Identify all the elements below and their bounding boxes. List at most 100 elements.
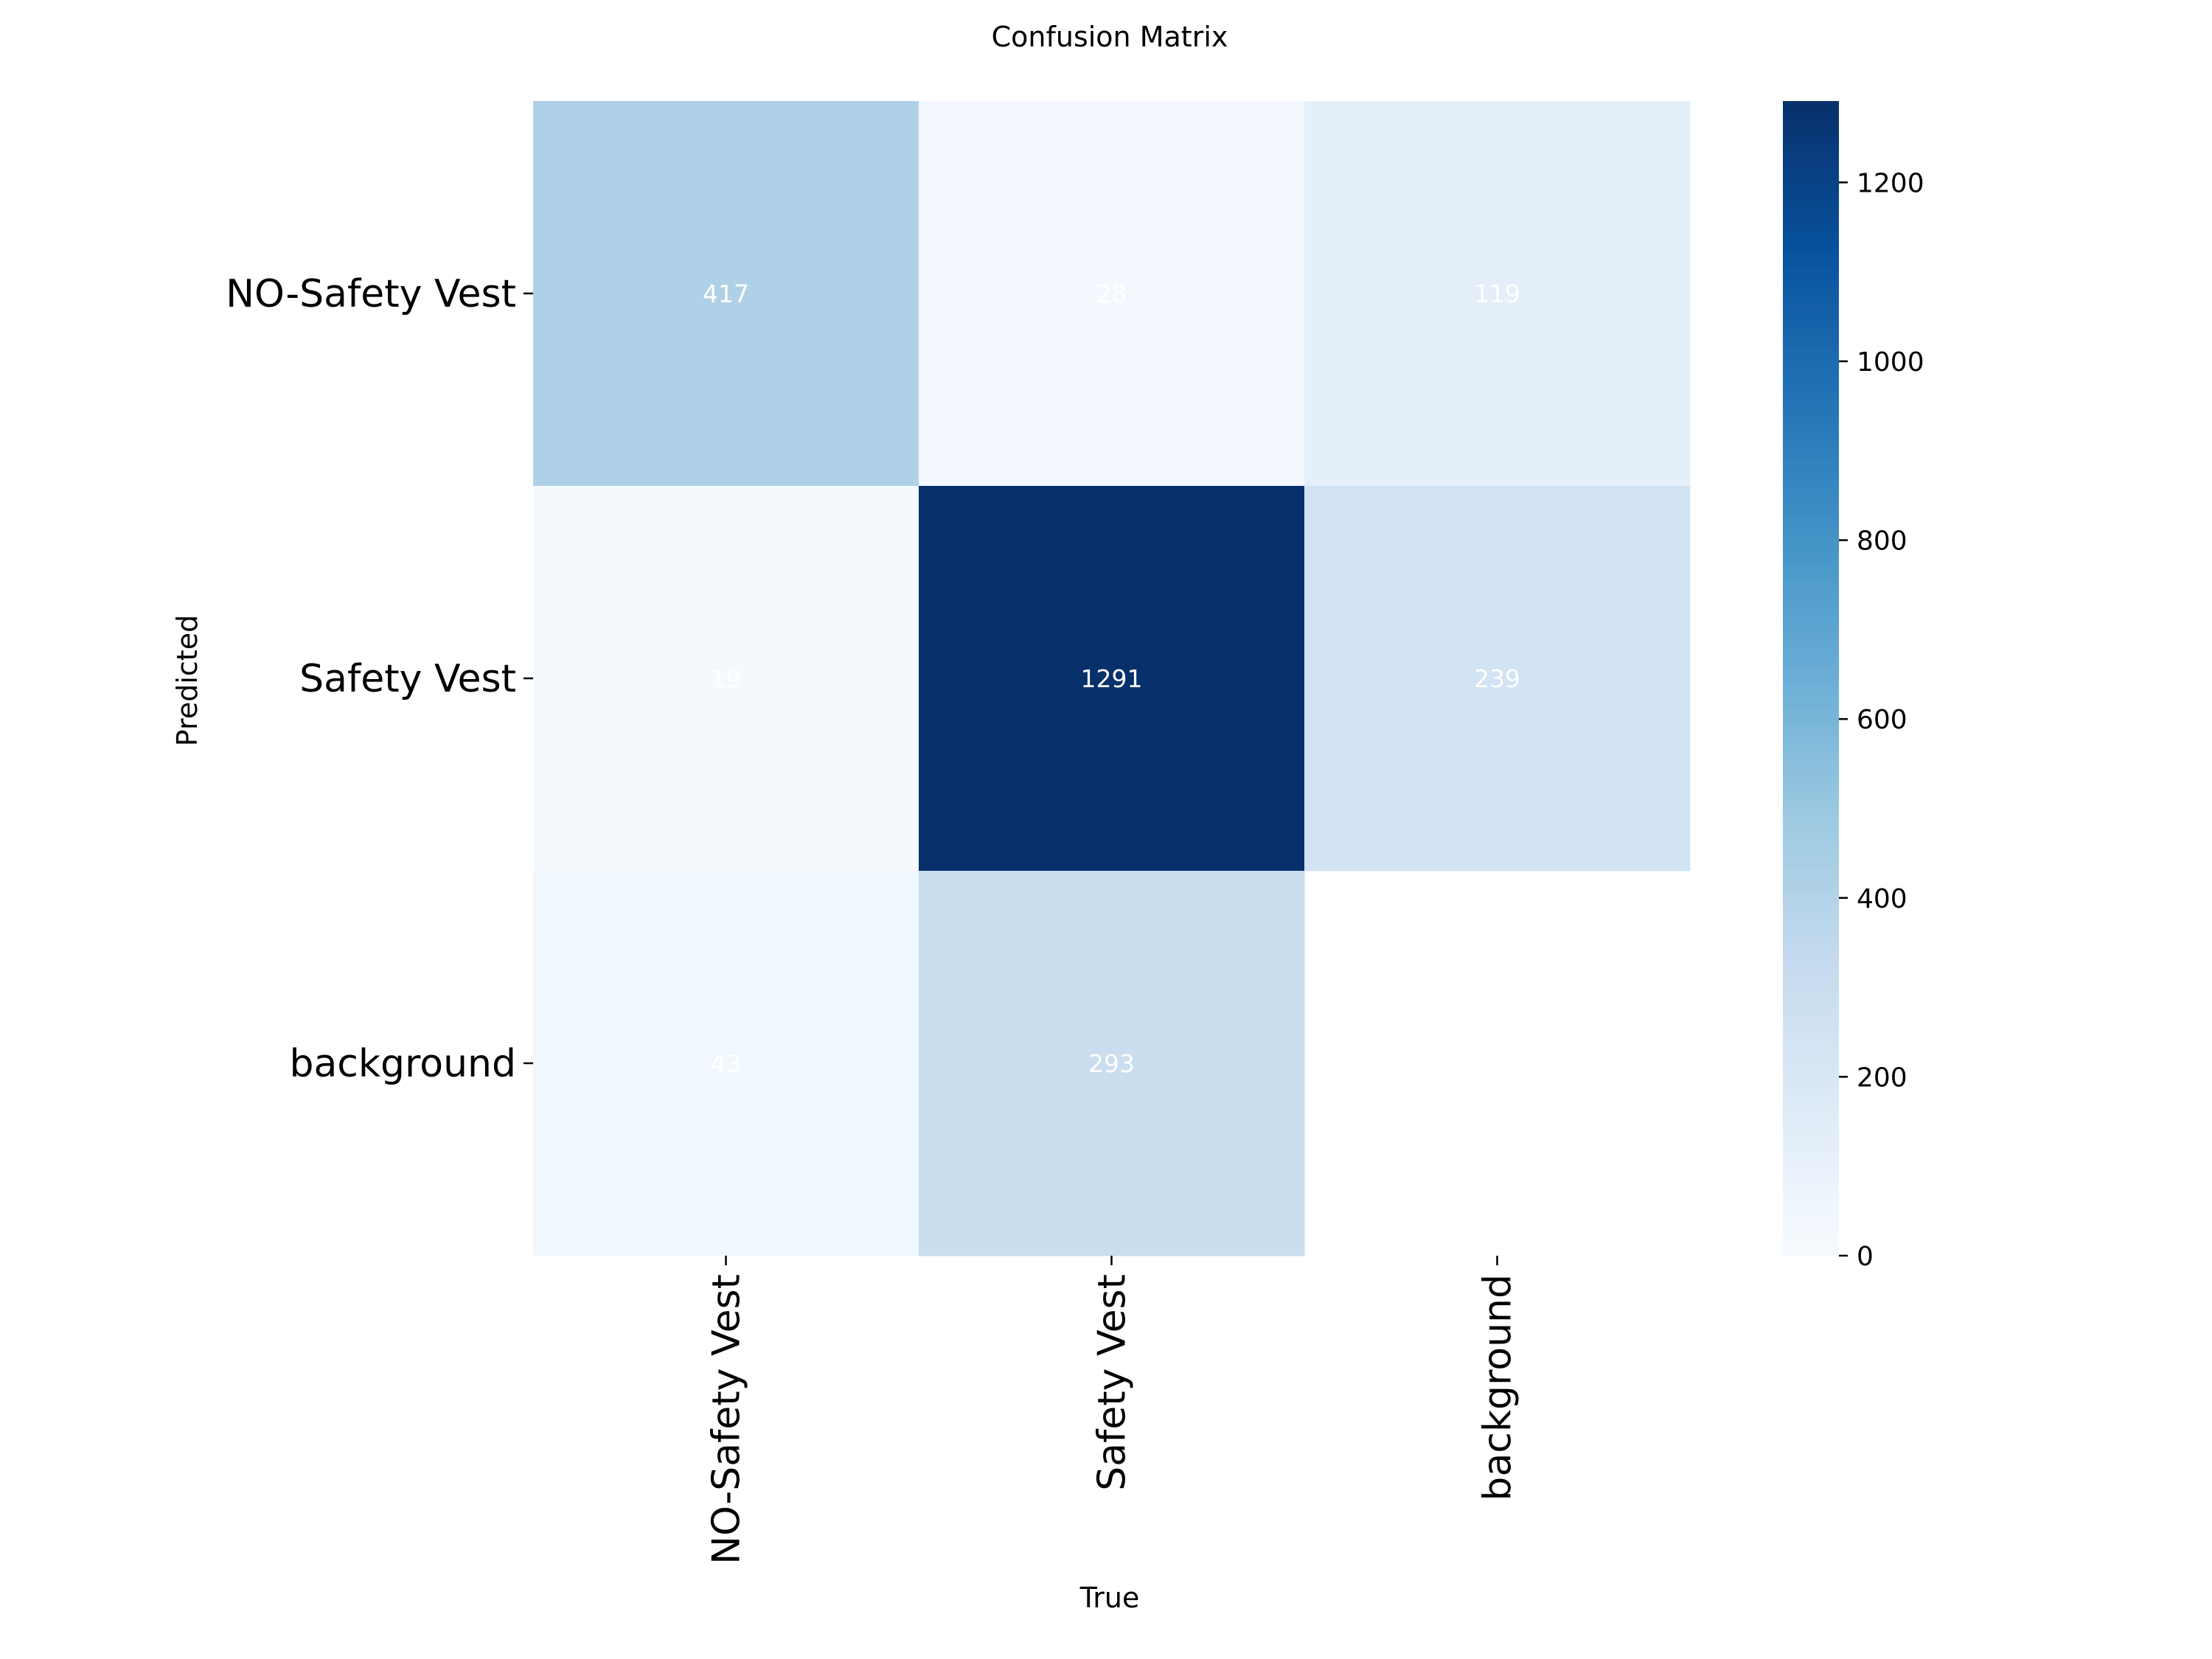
colorbar-segment	[1783, 147, 1839, 154]
colorbar-segment	[1783, 1065, 1839, 1072]
colorbar-segment	[1783, 395, 1839, 402]
colorbar-segment	[1783, 742, 1839, 748]
colorbar-segment	[1783, 257, 1839, 264]
colorbar-segment	[1783, 805, 1839, 812]
colorbar-segment	[1783, 701, 1839, 708]
colorbar-segment	[1783, 106, 1839, 114]
colorbar-segment	[1783, 649, 1839, 656]
colorbar-segment	[1783, 135, 1839, 142]
colorbar-segment	[1783, 297, 1839, 304]
colorbar-segment	[1783, 574, 1839, 581]
colorbar-segment	[1783, 920, 1839, 928]
colorbar-segment	[1783, 164, 1839, 171]
colorbar-segment	[1783, 204, 1839, 212]
colorbar-segment	[1783, 1024, 1839, 1032]
colorbar-segment	[1783, 239, 1839, 246]
colorbar-segment	[1783, 644, 1839, 650]
colorbar-segment	[1783, 436, 1839, 442]
colorbar-segment	[1783, 684, 1839, 691]
colorbar-segment	[1783, 1175, 1839, 1182]
y-tick-label: NO-Safety Vest	[226, 272, 516, 316]
colorbar-segment	[1783, 234, 1839, 240]
colorbar-segment	[1783, 141, 1839, 148]
heatmap-cells	[533, 101, 1691, 1256]
colorbar-tick-label: 200	[1857, 1062, 1907, 1093]
colorbar-segment	[1783, 1117, 1839, 1124]
colorbar-segment	[1783, 672, 1839, 679]
colorbar-segment	[1783, 944, 1839, 950]
colorbar-segment	[1783, 193, 1839, 200]
colorbar-segment	[1783, 1128, 1839, 1135]
colorbar-segment	[1783, 1186, 1839, 1193]
colorbar-segment	[1783, 1250, 1839, 1256]
x-tick-label: Safety Vest	[1091, 1274, 1135, 1491]
cell-value-label: 43	[711, 1049, 742, 1078]
colorbar-segment	[1783, 1192, 1839, 1199]
colorbar-segment	[1783, 626, 1839, 633]
colorbar-segment	[1783, 245, 1839, 252]
colorbar-segment	[1783, 897, 1839, 905]
colorbar-segment	[1783, 1221, 1839, 1228]
colorbar-segment	[1783, 851, 1839, 858]
colorbar-segment	[1783, 465, 1839, 471]
colorbar-segment	[1783, 279, 1839, 287]
colorbar-segment	[1783, 585, 1839, 593]
colorbar-segment	[1783, 984, 1839, 991]
colorbar-tick-label: 600	[1857, 705, 1907, 735]
colorbar-tick-label: 800	[1857, 526, 1907, 557]
colorbar-segment	[1783, 366, 1839, 373]
colorbar-segment	[1783, 222, 1839, 229]
colorbar-segment	[1783, 1036, 1839, 1043]
colorbar-segment	[1783, 995, 1839, 1003]
colorbar-segment	[1783, 199, 1839, 206]
colorbar-segment	[1783, 338, 1839, 344]
heatmap-cell	[919, 486, 1305, 872]
colorbar-tick-label: 1200	[1857, 168, 1924, 198]
colorbar-segment	[1783, 609, 1839, 616]
colorbar-segment	[1783, 967, 1839, 974]
heatmap-cell	[533, 101, 919, 487]
colorbar-segment	[1783, 361, 1839, 367]
colorbar-segment	[1783, 886, 1839, 893]
colorbar-segment	[1783, 1048, 1839, 1054]
colorbar-segment	[1783, 268, 1839, 275]
colorbar-segment	[1783, 661, 1839, 668]
colorbar-segment	[1783, 447, 1839, 454]
colorbar-segment	[1783, 516, 1839, 524]
colorbar-segment	[1783, 326, 1839, 333]
colorbar-segment	[1783, 718, 1839, 726]
colorbar-segment	[1783, 118, 1839, 125]
colorbar-segment	[1783, 412, 1839, 420]
colorbar-segment	[1783, 551, 1839, 558]
chart-title: Confusion Matrix	[992, 21, 1228, 53]
colorbar-segment	[1783, 534, 1839, 540]
colorbar-segment	[1783, 274, 1839, 281]
colorbar-segment	[1783, 1238, 1839, 1245]
colorbar-segment	[1783, 130, 1839, 136]
colorbar-segment	[1783, 170, 1839, 177]
colorbar-segment	[1783, 545, 1839, 552]
cell-value-label: 19	[711, 664, 742, 693]
colorbar-segment	[1783, 1232, 1839, 1239]
colorbar-segment	[1783, 1030, 1839, 1037]
colorbar-segment	[1783, 343, 1839, 350]
colorbar-tick-label: 1000	[1857, 347, 1924, 378]
colorbar-segment	[1783, 874, 1839, 881]
colorbar-segment	[1783, 759, 1839, 766]
colorbar-segment	[1783, 771, 1839, 777]
colorbar-segment	[1783, 1053, 1839, 1060]
colorbar-segment	[1783, 712, 1839, 720]
colorbar-segment	[1783, 505, 1839, 512]
colorbar-segment	[1783, 441, 1839, 448]
colorbar-segment	[1783, 187, 1839, 195]
colorbar-segment	[1783, 459, 1839, 466]
colorbar-segment	[1783, 124, 1839, 131]
colorbar-segment	[1783, 251, 1839, 258]
colorbar-segment	[1783, 747, 1839, 754]
colorbar-segment	[1783, 406, 1839, 414]
colorbar-segment	[1783, 973, 1839, 979]
heatmap-cell	[533, 871, 919, 1256]
y-axis-title: Predicted	[171, 615, 204, 746]
heatmap-cell	[1304, 101, 1691, 487]
